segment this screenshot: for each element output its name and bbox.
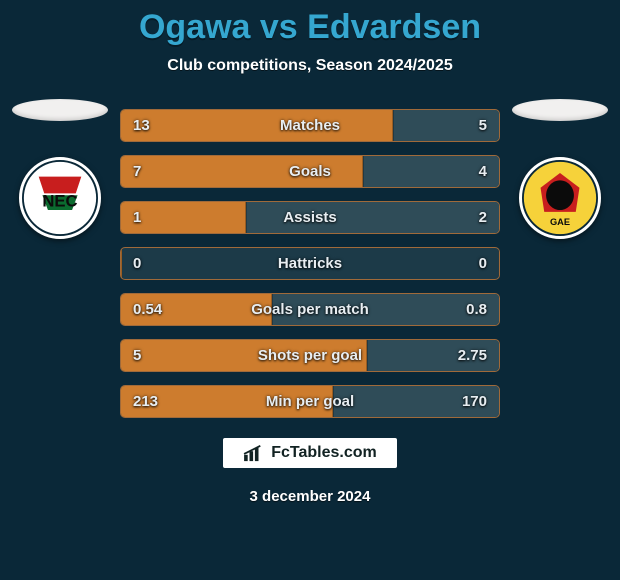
stat-value-right: 0.8: [466, 301, 487, 318]
date-label: 3 december 2024: [250, 488, 371, 505]
stat-bars: 13 5 Matches 7 4 Goals 1 2 Assists 0 0 Hattricks 0.5…: [120, 109, 500, 418]
page-subtitle: Club competitions, Season 2024/2025: [167, 57, 452, 75]
stat-label: Goals per match: [251, 301, 369, 318]
stat-row: 0 0 Hattricks: [120, 247, 500, 280]
stat-value-left: 1: [133, 209, 141, 226]
stat-label: Hattricks: [278, 255, 342, 272]
player-photo-placeholder-left: [12, 99, 108, 121]
comparison-card: Ogawa vs Edvardsen Club competitions, Se…: [0, 0, 620, 580]
stat-fill-left: [121, 248, 122, 279]
stat-value-right: 2: [479, 209, 487, 226]
brand-logo-icon: [243, 444, 265, 462]
stat-row: 7 4 Goals: [120, 155, 500, 188]
svg-text:GAE: GAE: [550, 217, 570, 227]
stat-fill-right: [498, 248, 499, 279]
stat-value-right: 0: [479, 255, 487, 272]
stat-label: Min per goal: [266, 393, 354, 410]
stat-value-left: 0.54: [133, 301, 162, 318]
stat-row: 5 2.75 Shots per goal: [120, 339, 500, 372]
comparison-body: NEC 13 5 Matches 7 4 Goals 1 2 Assists 0 0 Hattrick…: [0, 93, 620, 418]
stat-value-left: 5: [133, 347, 141, 364]
stat-value-left: 213: [133, 393, 158, 410]
stat-label: Matches: [280, 117, 340, 134]
brand-badge[interactable]: FcTables.com: [221, 436, 399, 470]
stat-label: Shots per goal: [258, 347, 362, 364]
stat-value-right: 4: [479, 163, 487, 180]
stat-value-left: 13: [133, 117, 150, 134]
right-player-column: GAE: [500, 93, 620, 239]
stat-value-left: 7: [133, 163, 141, 180]
stat-value-left: 0: [133, 255, 141, 272]
player-photo-placeholder-right: [512, 99, 608, 121]
stat-row: 0.54 0.8 Goals per match: [120, 293, 500, 326]
club-crest-left-icon: NEC: [22, 157, 98, 239]
stat-row: 213 170 Min per goal: [120, 385, 500, 418]
left-player-column: NEC: [0, 93, 120, 239]
club-crest-right-icon: GAE: [522, 157, 598, 239]
stat-value-right: 170: [462, 393, 487, 410]
stat-row: 13 5 Matches: [120, 109, 500, 142]
page-title: Ogawa vs Edvardsen: [139, 8, 481, 47]
stat-value-right: 5: [479, 117, 487, 134]
svg-text:NEC: NEC: [42, 191, 77, 210]
stat-label: Goals: [289, 163, 331, 180]
club-badge-right: GAE: [519, 157, 601, 239]
stat-fill-left: [121, 110, 393, 141]
stat-row: 1 2 Assists: [120, 201, 500, 234]
club-badge-left: NEC: [19, 157, 101, 239]
brand-text: FcTables.com: [271, 444, 377, 462]
stat-value-right: 2.75: [458, 347, 487, 364]
stat-label: Assists: [283, 209, 336, 226]
